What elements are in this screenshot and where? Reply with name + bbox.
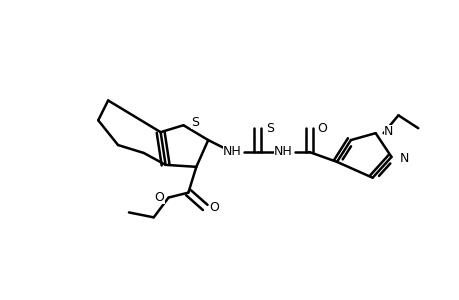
Text: O: O	[209, 201, 218, 214]
Text: S: S	[191, 116, 199, 129]
Text: S: S	[265, 122, 273, 135]
Text: O: O	[317, 122, 326, 135]
Text: N: N	[383, 125, 392, 138]
Text: NH: NH	[274, 146, 292, 158]
Text: O: O	[154, 191, 164, 204]
Text: N: N	[398, 152, 408, 165]
Text: NH: NH	[222, 146, 241, 158]
